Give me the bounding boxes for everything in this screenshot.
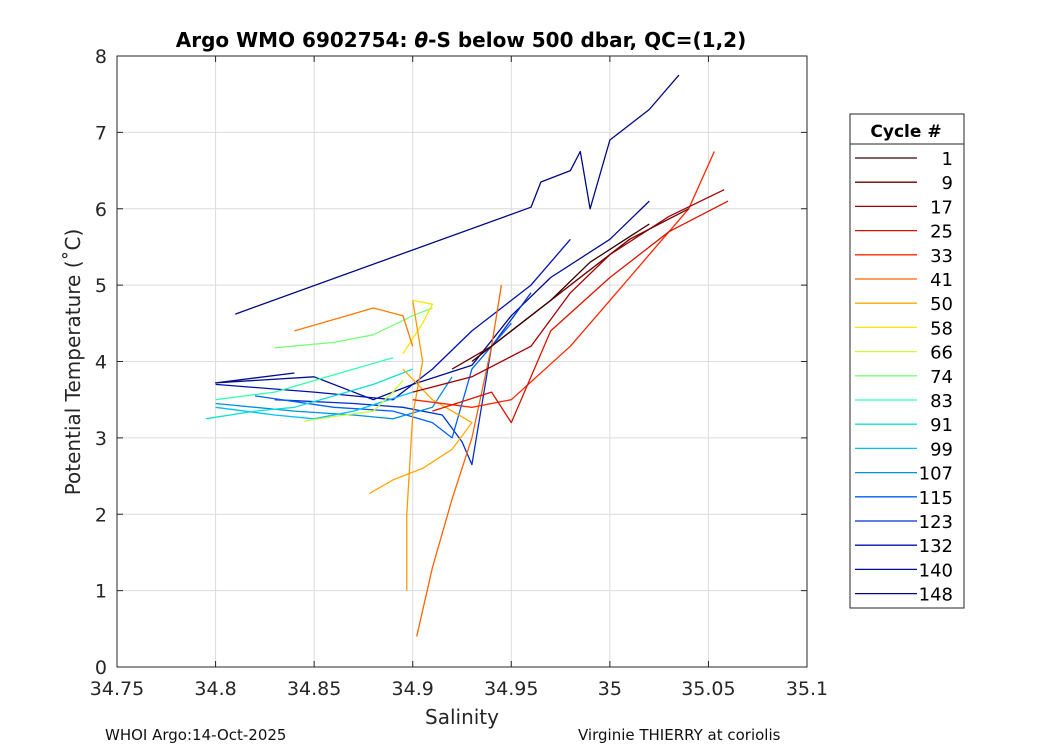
series-line-cycle-123: [274, 292, 532, 466]
legend-label: 107: [919, 464, 953, 485]
series-line-cycle-41b: [294, 307, 414, 347]
legend-label: 140: [919, 560, 953, 581]
series-line-cycle-99: [215, 391, 413, 420]
chart-title: Argo WMO 6902754: θ-S below 500 dbar, QC…: [176, 28, 746, 52]
legend-label: 132: [919, 536, 953, 557]
y-tick-label: 8: [95, 46, 107, 68]
footer-right: Virginie THIERRY at coriolis: [578, 726, 781, 744]
x-axis: 34.75 34.8 34.85 34.9 34.95 35 35.05 35.1: [90, 56, 828, 700]
legend-label: 50: [930, 294, 953, 315]
series-line-cycle-1: [471, 223, 650, 363]
y-axis: 0 1 2 3 4 5 6 7 8: [95, 46, 807, 679]
y-tick-label: 1: [95, 581, 107, 603]
series-lines: [205, 74, 729, 637]
legend-label: 41: [930, 270, 953, 291]
title-theta: θ: [414, 28, 428, 52]
title-prefix: Argo WMO 6902754:: [176, 28, 415, 52]
legend: Cycle # 1 9 17 25 33 41 50 58 66 74 83 91 99 107 115 12…: [849, 113, 965, 609]
legend-label: 123: [919, 512, 953, 533]
legend-label: 74: [930, 367, 953, 388]
legend-label: 1: [942, 149, 953, 170]
legend-label: 58: [930, 318, 953, 339]
series-line-cycle-83: [215, 357, 394, 401]
y-tick-label: 3: [95, 428, 107, 450]
x-tick-label: 34.9: [392, 678, 434, 700]
x-tick-label: 35.05: [681, 678, 735, 700]
title-suffix: -S below 500 dbar, QC=(1,2): [428, 28, 746, 52]
series-line-cycle-41: [416, 284, 503, 637]
legend-label: 9: [942, 173, 953, 194]
y-tick-label: 4: [95, 352, 107, 374]
legend-label: 83: [930, 391, 953, 412]
legend-label: 115: [919, 488, 953, 509]
series-line-cycle-66: [304, 380, 404, 422]
series-line-cycle-33: [412, 151, 715, 408]
x-tick-label: 34.95: [484, 678, 538, 700]
legend-label: 148: [919, 585, 953, 606]
legend-label: 66: [930, 343, 953, 364]
y-tick-label: 7: [95, 122, 107, 144]
legend-label: 17: [930, 197, 953, 218]
series-line-cycle-91: [205, 368, 413, 420]
y-tick-label: 2: [95, 504, 107, 526]
series-line-cycle-148: [235, 74, 680, 315]
footer-left: WHOI Argo:14-Oct-2025: [105, 726, 287, 744]
series-line-cycle-17: [412, 189, 725, 393]
legend-label: 33: [930, 246, 953, 267]
x-tick-label: 34.8: [194, 678, 236, 700]
series-line-cycle-115: [254, 322, 512, 439]
x-axis-label: Salinity: [425, 705, 499, 729]
legend-label: 99: [930, 439, 953, 460]
series-line-cycle-132: [215, 238, 571, 401]
y-tick-label: 0: [95, 657, 107, 679]
y-tick-label: 6: [95, 199, 107, 221]
y-axis-label: Potential Temperature (˚C): [61, 229, 85, 496]
series-line-cycle-140: [214, 200, 650, 401]
legend-label: 91: [930, 415, 953, 436]
x-tick-label: 34.75: [90, 678, 144, 700]
series-line-cycle-74: [274, 307, 433, 349]
series-line-cycle-58: [402, 299, 434, 355]
series-line-cycle-25: [432, 200, 729, 424]
x-tick-label: 35: [598, 678, 622, 700]
legend-box: [849, 113, 965, 609]
legend-label: 25: [930, 222, 953, 243]
y-tick-label: 5: [95, 275, 107, 297]
x-tick-label: 35.1: [786, 678, 828, 700]
series-line-cycle-50: [368, 368, 473, 495]
series-line-cycle-9: [451, 208, 689, 370]
series-line-cycle-50b: [406, 300, 424, 591]
legend-items: 1 9 17 25 33 41 50 58 66 74 83 91 99 107 115 123 132 140 1…: [855, 149, 953, 606]
legend-title: Cycle #: [870, 122, 941, 142]
x-tick-label: 34.85: [287, 678, 341, 700]
